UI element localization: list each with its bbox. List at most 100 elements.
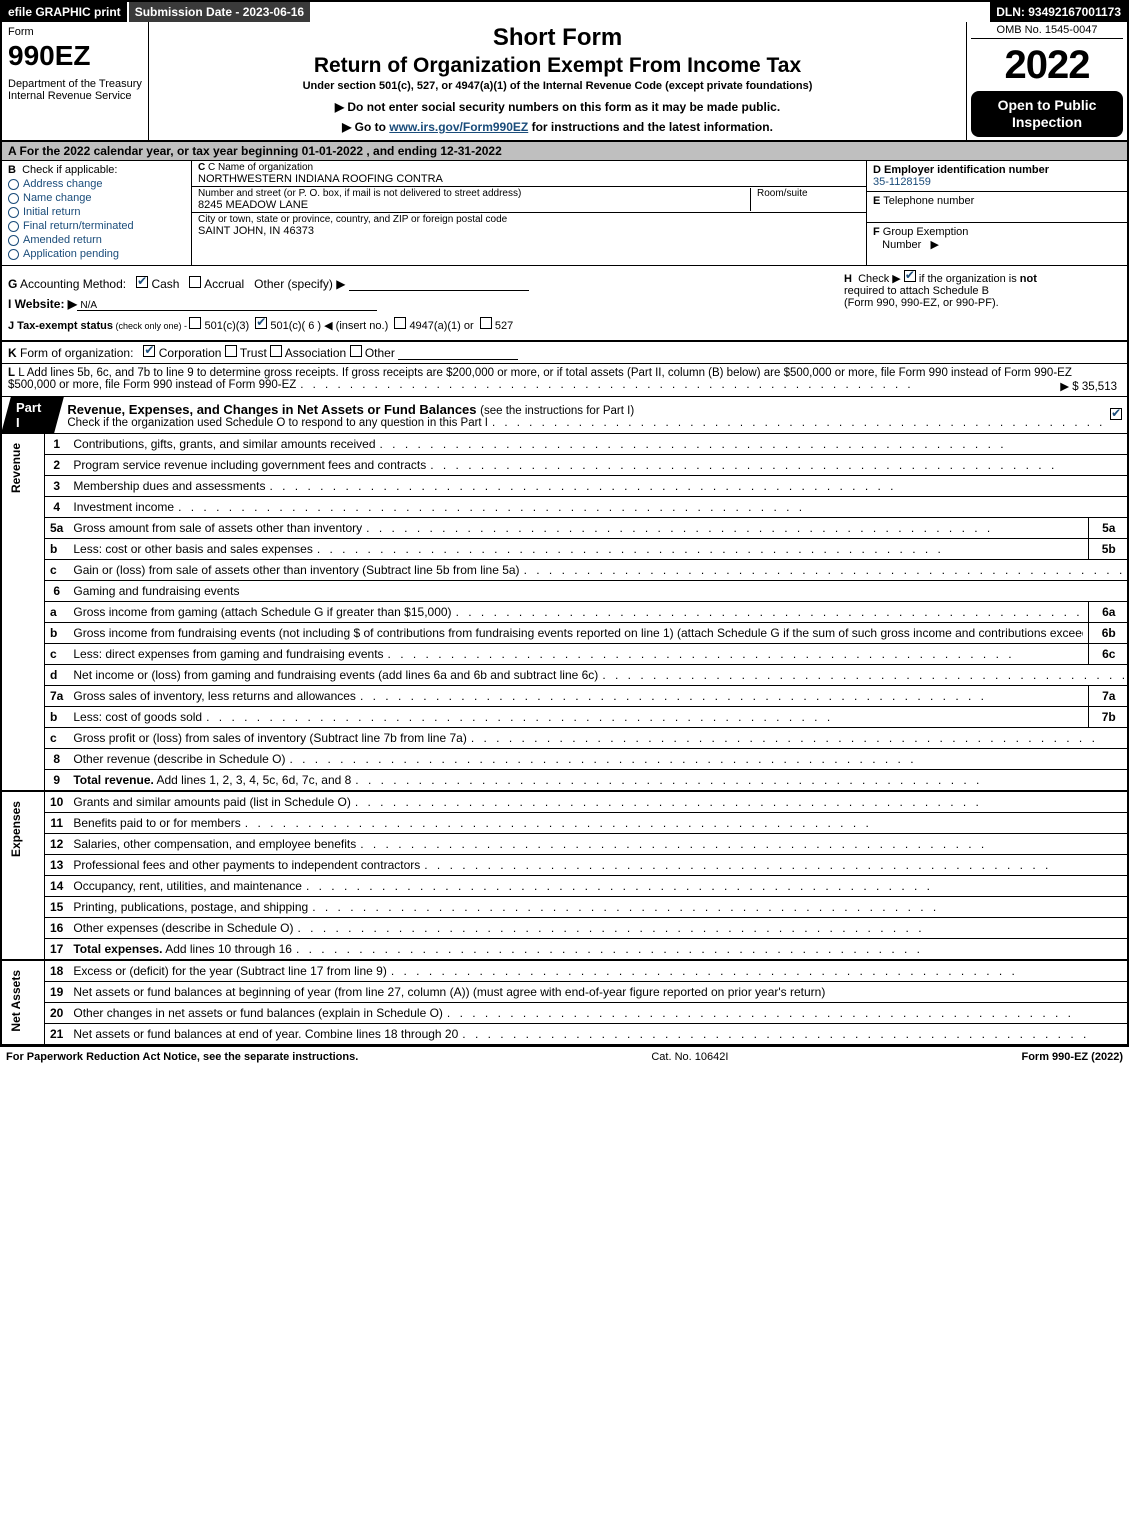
goto-suffix: for instructions and the latest informat… xyxy=(528,120,773,134)
sec-b-option[interactable]: Application pending xyxy=(8,248,185,260)
j-sub: (check only one) - xyxy=(113,321,190,331)
line-number: a xyxy=(45,602,69,623)
k-checkbox[interactable] xyxy=(350,345,362,357)
line-row: 9Total revenue. Add lines 1, 2, 3, 4, 5c… xyxy=(2,770,1129,792)
line-number: 16 xyxy=(45,918,69,939)
sec-b-option[interactable]: Name change xyxy=(8,192,185,204)
irs-link[interactable]: www.irs.gov/Form990EZ xyxy=(389,120,528,134)
checkbox-icon xyxy=(8,193,19,204)
line-desc: Grants and similar amounts paid (list in… xyxy=(68,791,1129,813)
k-checkbox[interactable] xyxy=(270,345,282,357)
goto-prefix: ▶ Go to xyxy=(342,120,389,134)
row-a-tax-year: A For the 2022 calendar year, or tax yea… xyxy=(2,142,1127,161)
4947-checkbox[interactable] xyxy=(394,317,406,329)
section-j: J Tax-exempt status (check only one) - 5… xyxy=(8,317,1121,332)
checkbox-icon xyxy=(8,235,19,246)
part-i-sched-o-checkbox[interactable] xyxy=(1110,408,1122,420)
section-h: H Check ▶ if the organization is not req… xyxy=(836,270,1121,309)
line-row: 19Net assets or fund balances at beginni… xyxy=(2,982,1129,1003)
sec-b-option[interactable]: Address change xyxy=(8,178,185,190)
department-label: Department of the Treasury Internal Reve… xyxy=(8,78,142,102)
line-row: cGain or (loss) from sale of assets othe… xyxy=(2,560,1129,581)
line-desc: Gross profit or (loss) from sales of inv… xyxy=(68,728,1129,749)
line-row: Revenue1Contributions, gifts, grants, an… xyxy=(2,434,1129,455)
section-c: C C Name of organization NORTHWESTERN IN… xyxy=(192,161,867,265)
k-opt-label: Association xyxy=(282,346,349,360)
sched-b-checkbox[interactable] xyxy=(904,270,916,282)
line-row: bGross income from fundraising events (n… xyxy=(2,623,1129,644)
sub-line-num: 6b xyxy=(1088,623,1129,644)
line-number: 5a xyxy=(45,518,69,539)
line-number: 3 xyxy=(45,476,69,497)
cash-checkbox[interactable] xyxy=(136,276,148,288)
website-value: N/A xyxy=(80,300,97,311)
k-checkbox[interactable] xyxy=(143,345,155,357)
line-number: 14 xyxy=(45,876,69,897)
line-desc: Net assets or fund balances at end of ye… xyxy=(68,1024,1129,1045)
line-desc: Net assets or fund balances at beginning… xyxy=(68,982,1129,1003)
line-number: b xyxy=(45,707,69,728)
line-number: c xyxy=(45,728,69,749)
footer-left: For Paperwork Reduction Act Notice, see … xyxy=(6,1051,358,1063)
line-row: 5aGross amount from sale of assets other… xyxy=(2,518,1129,539)
k-opt-label: Corporation xyxy=(155,346,224,360)
tax-year: 2022 xyxy=(971,39,1123,91)
sub-line-num: 5b xyxy=(1088,539,1129,560)
sec-b-opt-label: Final return/terminated xyxy=(23,220,134,232)
k-opt-label: Other xyxy=(362,346,399,360)
501c-checkbox[interactable] xyxy=(255,317,267,329)
line-row: 6Gaming and fundraising events xyxy=(2,581,1129,602)
line-number: c xyxy=(45,644,69,665)
line-desc: Other revenue (describe in Schedule O) xyxy=(68,749,1129,770)
addr-label: Number and street (or P. O. box, if mail… xyxy=(198,188,740,199)
form-word: Form xyxy=(8,26,142,38)
section-def: D D Employer identification numberEmploy… xyxy=(867,161,1127,265)
line-number: 11 xyxy=(45,813,69,834)
line-desc: Total revenue. Add lines 1, 2, 3, 4, 5c,… xyxy=(68,770,1129,792)
line-desc: Investment income xyxy=(68,497,1129,518)
line-row: 21Net assets or fund balances at end of … xyxy=(2,1024,1129,1045)
g-other: Other (specify) ▶ xyxy=(254,277,345,291)
line-row: 16Other expenses (describe in Schedule O… xyxy=(2,918,1129,939)
k-opt-label: Trust xyxy=(237,346,270,360)
city-label: City or town, state or province, country… xyxy=(198,214,860,225)
sec-b-opt-label: Initial return xyxy=(23,206,80,218)
accrual-checkbox[interactable] xyxy=(189,276,201,288)
k-checkbox[interactable] xyxy=(225,345,237,357)
sub-line-num: 5a xyxy=(1088,518,1129,539)
line-number: 20 xyxy=(45,1003,69,1024)
sec-b-option[interactable]: Initial return xyxy=(8,206,185,218)
footer-cat-no: Cat. No. 10642I xyxy=(651,1051,728,1063)
ein-link[interactable]: 35-1128159 xyxy=(873,176,931,188)
form-number: 990EZ xyxy=(8,40,142,72)
part-i-title: Revenue, Expenses, and Changes in Net As… xyxy=(59,402,1105,429)
sub-line-num: 6c xyxy=(1088,644,1129,665)
top-bar: efile GRAPHIC print Submission Date - 20… xyxy=(2,2,1127,22)
line-desc: Total expenses. Add lines 10 through 16▶ xyxy=(68,939,1129,961)
sec-b-opt-label: Amended return xyxy=(23,234,102,246)
sec-b-option[interactable]: Final return/terminated xyxy=(8,220,185,232)
line-desc: Professional fees and other payments to … xyxy=(68,855,1129,876)
g-accrual: Accrual xyxy=(204,277,244,291)
line-number: d xyxy=(45,665,69,686)
street-address: 8245 MEADOW LANE xyxy=(198,199,740,211)
goto-link-line: ▶ Go to www.irs.gov/Form990EZ for instru… xyxy=(155,120,960,134)
line-desc: Gross income from gaming (attach Schedul… xyxy=(68,602,1088,623)
sec-b-option[interactable]: Amended return xyxy=(8,234,185,246)
part-i-tab: Part I xyxy=(1,397,64,433)
efile-print-btn[interactable]: efile GRAPHIC print xyxy=(2,2,129,22)
header-right: OMB No. 1545-0047 2022 Open to Public In… xyxy=(967,22,1127,140)
527-checkbox[interactable] xyxy=(480,317,492,329)
line-number: 9 xyxy=(45,770,69,792)
part-i-header: Part I Revenue, Expenses, and Changes in… xyxy=(2,397,1127,434)
sub-line-num: 7b xyxy=(1088,707,1129,728)
line-number: b xyxy=(45,623,69,644)
line-row: 2Program service revenue including gover… xyxy=(2,455,1129,476)
header-middle: Short Form Return of Organization Exempt… xyxy=(149,22,967,140)
501c3-checkbox[interactable] xyxy=(189,317,201,329)
line-row: dNet income or (loss) from gaming and fu… xyxy=(2,665,1129,686)
line-desc: Less: cost or other basis and sales expe… xyxy=(68,539,1088,560)
j-o3: 4947(a)(1) or xyxy=(409,320,473,332)
line-desc: Membership dues and assessments xyxy=(68,476,1129,497)
section-b: B B Check if applicable:Check if applica… xyxy=(2,161,192,265)
